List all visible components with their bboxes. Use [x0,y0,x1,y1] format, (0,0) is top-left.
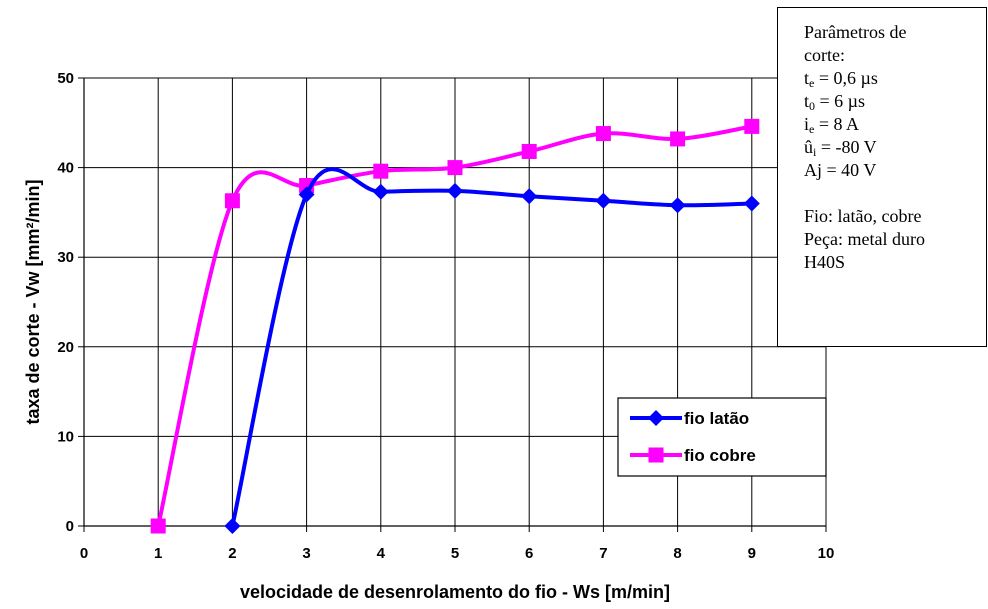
y-tick-label: 0 [66,518,74,535]
parameters-heading-2: corte: [804,45,845,65]
x-tick-label: 5 [451,545,459,562]
param-ie-value: = 8 A [814,114,860,134]
y-tick-label: 30 [57,249,74,266]
data-point-cobre [744,118,760,134]
data-point-latao [595,192,612,209]
param-t0: t0 = 6 µs [804,90,986,113]
param-t0-symbol: t [804,91,810,111]
data-point-cobre [150,518,166,534]
data-point-cobre [521,143,537,159]
param-te-symbol: t [804,68,810,88]
y-tick-label: 20 [57,339,74,356]
legend-box [617,397,827,477]
param-fio: Fio: latão, cobre [804,206,922,226]
param-te-subscript: e [809,76,815,90]
param-ie-symbol: i [804,114,810,134]
legend-label-latao: fio latão [684,409,749,428]
x-tick-label: 4 [377,545,386,562]
data-point-cobre [670,131,686,147]
data-point-latao [224,518,241,534]
data-point-latao [669,197,686,214]
y-tick-label: 50 [57,70,74,87]
data-point-cobre [373,163,389,179]
series-latao [224,167,760,534]
series-layer [150,118,760,534]
data-point-cobre [595,126,611,142]
x-tick-label: 8 [673,545,681,562]
legend: fio latão fio cobre [617,397,827,477]
x-axis-label: velocidade de desenrolamento do fio - Ws… [240,582,670,602]
param-ui-value: = -80 V [816,137,877,157]
param-te-value: = 0,6 µs [814,68,878,88]
x-tick-label: 10 [818,545,835,562]
data-point-latao [447,182,463,199]
legend-label-cobre: fio cobre [684,446,756,465]
axes [78,77,827,532]
param-ui-subscript: i [813,145,817,159]
param-t0-value: = 6 µs [815,91,866,111]
data-point-latao [298,186,315,203]
param-ie: ie = 8 A [804,113,986,136]
x-tick-label: 2 [228,545,236,562]
param-ie-subscript: e [809,122,815,136]
y-axis-label: taxa de corte - Vw [mm²/min] [23,179,43,424]
series-cobre [150,118,760,534]
param-peca-2: H40S [804,252,846,272]
param-t0-subscript: 0 [809,99,816,113]
param-te: te = 0,6 µs [804,67,986,90]
data-point-cobre [447,160,463,176]
y-tick-labels: 0 10 20 30 40 50 [57,70,74,535]
legend-marker-latao [648,410,664,426]
parameters-heading-1: Parâmetros de [804,22,907,42]
x-tick-label: 7 [599,545,607,562]
data-point-cobre [224,193,240,209]
param-aj: Aj = 40 V [804,160,877,180]
series-line-cobre [156,124,753,527]
param-peca-1: Peça: metal duro [804,229,925,249]
x-tick-label: 6 [525,545,533,562]
parameters-spacer [804,182,986,205]
x-tick-label: 1 [154,545,162,562]
param-ui: ûi = -80 V [804,136,986,159]
x-tick-label: 0 [80,545,88,562]
data-point-latao [372,183,389,200]
param-ui-symbol: û [804,137,813,157]
x-tick-label: 9 [748,545,756,562]
y-tick-label: 10 [57,428,74,445]
x-tick-label: 3 [302,545,310,562]
legend-marker-cobre [648,447,664,463]
y-tick-label: 40 [57,160,74,177]
data-point-latao [743,195,760,212]
x-tick-labels: 0 1 2 3 4 5 6 7 8 9 10 [80,545,835,562]
data-point-latao [521,188,538,205]
parameters-box: Parâmetros de corte: te = 0,6 µs t0 = 6 … [777,7,987,347]
